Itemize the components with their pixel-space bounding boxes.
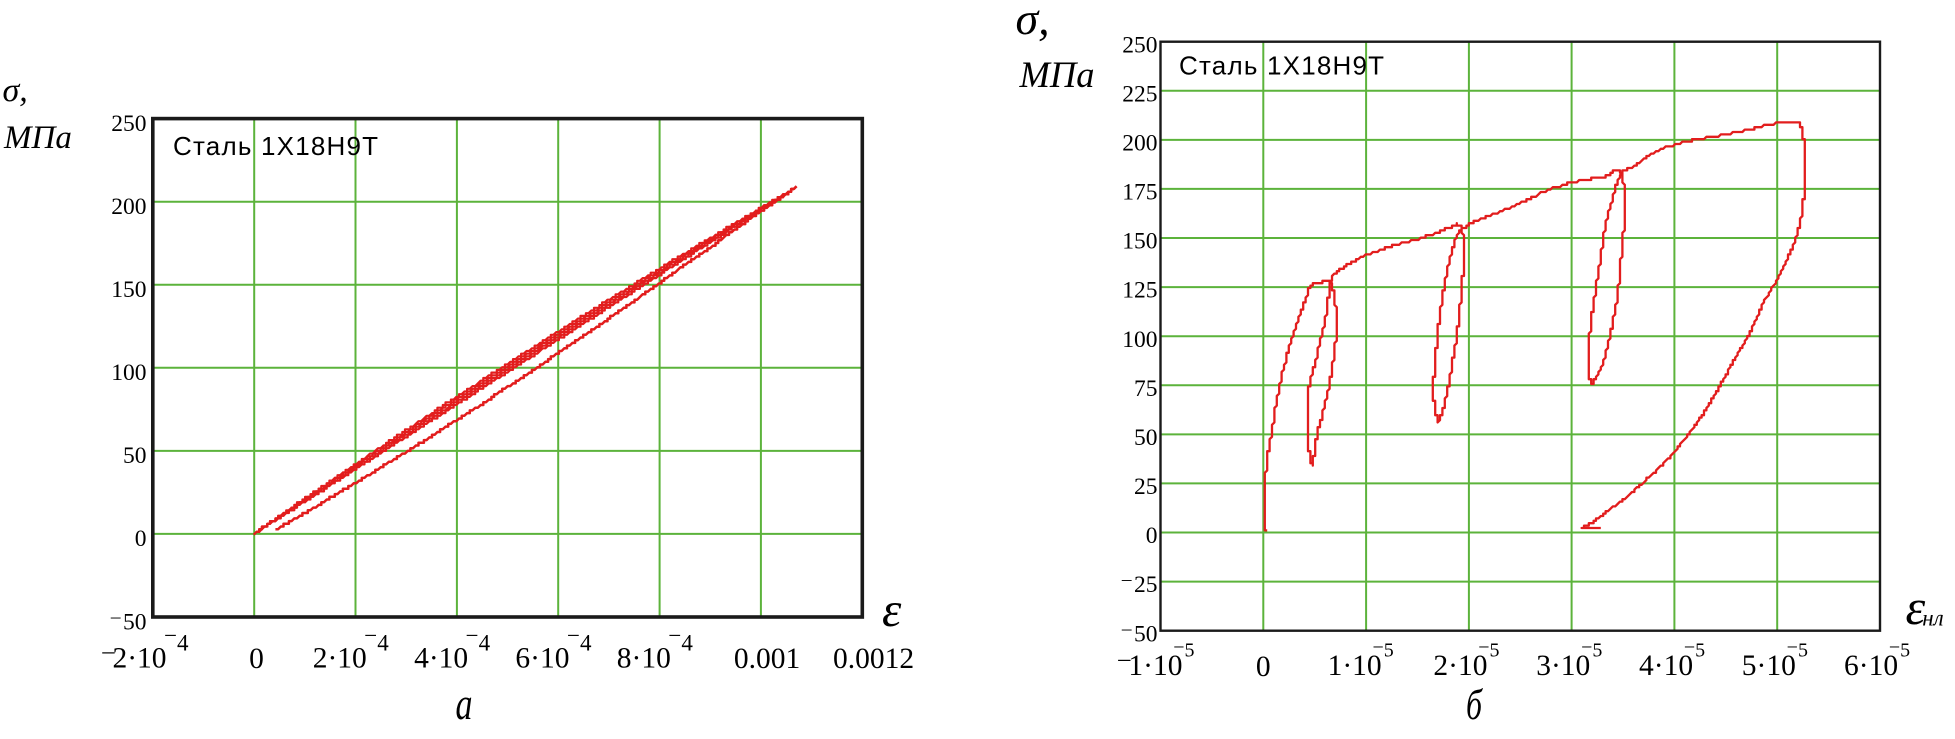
svg-text:175: 175 [1122,180,1157,206]
svg-text:4·10−5: 4·10−5 [1639,637,1705,682]
svg-text:–2·10−4: –2·10−4 [101,623,189,674]
svg-text:150: 150 [1122,229,1157,255]
svg-text:100: 100 [111,360,146,386]
svg-text:150: 150 [111,277,146,303]
svg-text:200: 200 [111,194,146,220]
svg-text:0: 0 [135,526,147,552]
svg-text:50: 50 [1134,425,1158,451]
svg-text:6·10−4: 6·10−4 [515,623,592,674]
svg-text:2·10−5: 2·10−5 [1433,637,1499,682]
svg-text:0.001: 0.001 [734,643,800,675]
svg-text:σ,: σ, [3,72,28,109]
svg-text:2·10−4: 2·10−4 [313,623,390,674]
svg-text:50: 50 [123,443,147,469]
svg-text:εнл: εнл [1906,579,1944,635]
svg-text:125: 125 [1122,278,1157,304]
svg-text:–50: –50 [110,606,147,635]
svg-text:100: 100 [1122,327,1157,353]
svg-text:5·10−5: 5·10−5 [1742,637,1808,682]
svg-text:σ,: σ, [1016,0,1050,44]
svg-text:6·10−5: 6·10−5 [1844,637,1910,682]
svg-text:0: 0 [249,643,264,675]
svg-text:250: 250 [111,111,146,137]
svg-text:25: 25 [1134,474,1158,500]
svg-text:–25: –25 [1121,569,1158,598]
svg-text:225: 225 [1122,81,1157,107]
svg-text:МПа: МПа [3,120,72,156]
svg-text:250: 250 [1122,32,1157,58]
svg-text:3·10−5: 3·10−5 [1536,637,1602,682]
svg-text:1·10−5: 1·10−5 [1328,637,1394,682]
svg-text:75: 75 [1134,376,1158,402]
svg-text:0: 0 [1256,651,1271,683]
svg-text:а: а [456,679,473,729]
svg-text:4·10−4: 4·10−4 [414,623,491,674]
svg-text:8·10−4: 8·10−4 [617,623,694,674]
svg-text:–50: –50 [1121,618,1158,647]
svg-text:ε: ε [882,582,902,637]
svg-text:б: б [1466,682,1483,729]
svg-text:МПа: МПа [1019,54,1095,95]
svg-text:0: 0 [1146,523,1158,549]
svg-text:200: 200 [1122,131,1157,157]
svg-text:0.0012: 0.0012 [833,643,914,675]
svg-text:–1·10−5: –1·10−5 [1117,637,1194,682]
svg-text:Сталь 1Х18Н9Т: Сталь 1Х18Н9Т [1179,50,1385,80]
svg-text:Сталь 1Х18Н9Т: Сталь 1Х18Н9Т [173,131,379,161]
